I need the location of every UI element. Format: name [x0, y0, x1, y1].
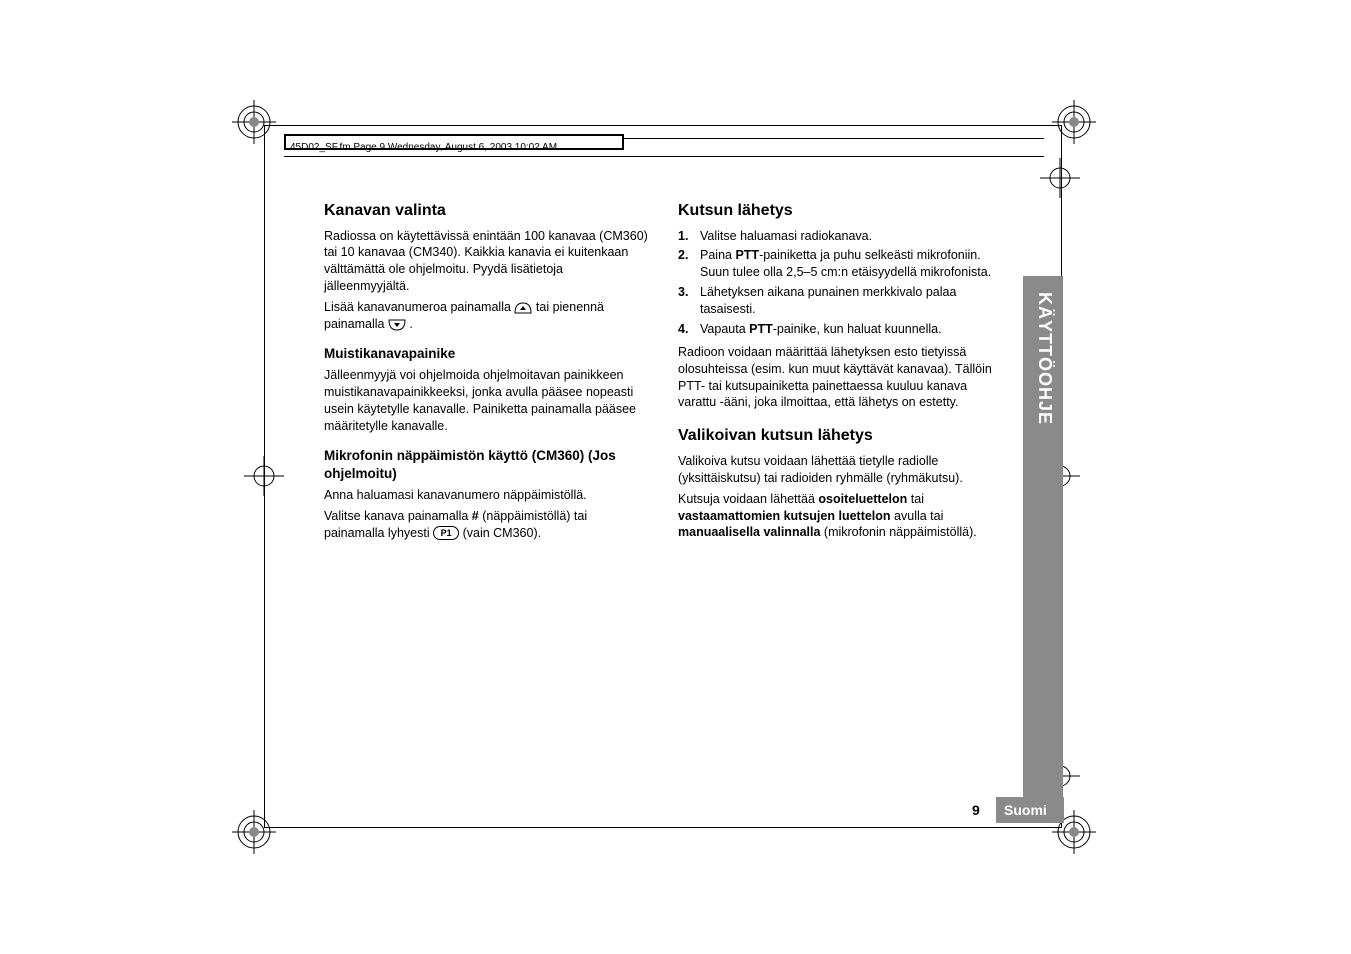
- para-channel-change: Lisää kanavanumeroa painamalla tai piene…: [324, 299, 650, 333]
- header-rule-bottom: [284, 156, 1044, 157]
- heading-mikrofonin-keypad: Mikrofonin näppäimistön käyttö (CM360) (…: [324, 447, 650, 483]
- down-arrow-icon: [388, 319, 406, 331]
- step-4: 4.Vapauta PTT-painike, kun haluat kuunne…: [678, 321, 1004, 338]
- step-1: 1.Valitse haluamasi radiokanava.: [678, 228, 1004, 245]
- step-2: 2.Paina PTT-painiketta ja puhu selkeästi…: [678, 247, 1004, 281]
- side-tab-label: KÄYTTÖOHJE: [1034, 292, 1055, 425]
- up-arrow-icon: [514, 302, 532, 314]
- content-area: Kanavan valinta Radiossa on käytettäviss…: [324, 200, 1004, 546]
- para-select-channel: Valitse kanava painamalla # (näppäimistö…: [324, 508, 650, 542]
- heading-valikoivan-kutsun: Valikoivan kutsun lähetys: [678, 425, 1004, 447]
- footer-language: Suomi: [1004, 802, 1047, 818]
- page-number: 9: [972, 802, 980, 818]
- p1-button-icon: P1: [433, 526, 459, 540]
- header-text: 45D02_SF.fm Page 9 Wednesday, August 6, …: [290, 142, 557, 153]
- steps-list: 1.Valitse haluamasi radiokanava. 2.Paina…: [678, 228, 1004, 338]
- step-3: 3.Lähetyksen aikana punainen merkkivalo …: [678, 284, 1004, 318]
- para-selective-call: Valikoiva kutsu voidaan lähettää tietyll…: [678, 453, 1004, 487]
- left-column: Kanavan valinta Radiossa on käytettäviss…: [324, 200, 650, 546]
- para-call-methods: Kutsuja voidaan lähettää osoiteluettelon…: [678, 491, 1004, 542]
- para-memory-button: Jälleenmyyjä voi ohjelmoida ohjelmoitava…: [324, 367, 650, 435]
- para-enter-channel: Anna haluamasi kanavanumero näppäimistöl…: [324, 487, 650, 504]
- right-column: Kutsun lähetys 1.Valitse haluamasi radio…: [678, 200, 1004, 546]
- heading-muistikanava: Muistikanavapainike: [324, 345, 650, 363]
- para-tx-inhibit: Radioon voidaan määrittää lähetyksen est…: [678, 344, 1004, 412]
- heading-kutsun-lahetys: Kutsun lähetys: [678, 200, 1004, 222]
- heading-kanavan-valinta: Kanavan valinta: [324, 200, 650, 222]
- para-channels-intro: Radiossa on käytettävissä enintään 100 k…: [324, 228, 650, 296]
